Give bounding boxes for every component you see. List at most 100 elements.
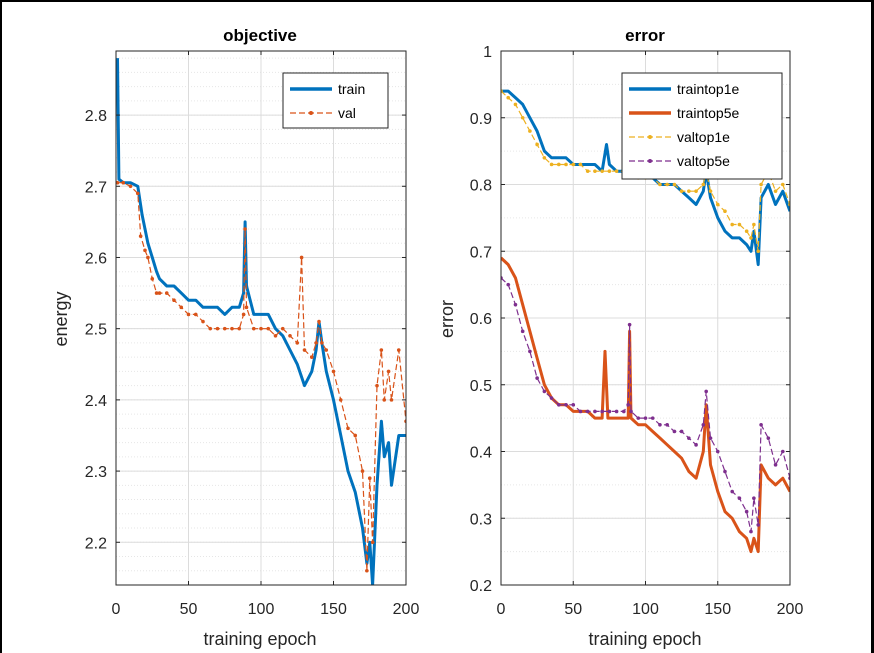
point-val xyxy=(164,291,169,295)
point-valtop5e xyxy=(513,302,518,307)
legend-label: val xyxy=(338,105,356,121)
point-val xyxy=(230,326,234,331)
point-valtop1e xyxy=(535,142,539,147)
point-valtop1e xyxy=(687,189,691,193)
point-valtop5e xyxy=(665,423,669,427)
point-val xyxy=(299,255,304,260)
point-valtop5e xyxy=(756,523,761,527)
point-val xyxy=(259,326,263,331)
point-val xyxy=(331,369,336,374)
series-line-valtop5e xyxy=(501,277,790,533)
point-val xyxy=(338,398,343,402)
point-valtop5e xyxy=(759,423,763,427)
point-val xyxy=(320,341,324,345)
point-valtop1e xyxy=(557,162,561,167)
point-val xyxy=(379,348,384,352)
point-valtop5e xyxy=(520,329,525,334)
point-valtop5e xyxy=(694,443,698,447)
point-valtop5e xyxy=(571,402,576,407)
point-val xyxy=(302,348,307,352)
point-val xyxy=(346,426,350,431)
point-val xyxy=(386,369,391,374)
point-val xyxy=(143,248,147,253)
point-val xyxy=(317,319,321,324)
point-val xyxy=(193,312,198,317)
point-valtop5e xyxy=(737,496,742,501)
point-valtop1e xyxy=(614,169,619,173)
point-val xyxy=(172,298,176,303)
point-val xyxy=(295,341,300,345)
legend-label: train xyxy=(338,81,365,97)
error-panel: error training epoch error 0.2 0.3 0.4 0.5 0… xyxy=(437,26,803,649)
point-valtop1e xyxy=(752,222,756,227)
point-valtop5e xyxy=(780,449,785,454)
point-valtop1e xyxy=(607,169,612,173)
grid xyxy=(115,51,407,586)
point-valtop5e xyxy=(535,376,539,380)
point-valtop5e xyxy=(715,449,720,454)
point-val xyxy=(138,234,143,238)
point-valtop5e xyxy=(766,436,771,440)
point-val xyxy=(365,568,369,573)
point-valtop5e xyxy=(585,409,590,414)
legend-label: traintop1e xyxy=(677,81,739,97)
error-ylabel: error xyxy=(437,300,457,338)
point-valtop5e xyxy=(622,409,626,414)
point-valtop1e xyxy=(773,189,778,193)
point-val xyxy=(222,326,227,331)
legend-box xyxy=(282,72,389,129)
point-valtop5e xyxy=(549,396,554,400)
y-tick-label: 1 xyxy=(483,44,492,61)
point-val xyxy=(179,305,184,310)
y-tick-label: 0.4 xyxy=(470,445,492,462)
point-valtop5e xyxy=(730,489,734,494)
point-val xyxy=(396,348,401,352)
point-val xyxy=(186,312,191,317)
point-valtop1e xyxy=(513,102,518,107)
point-val xyxy=(382,398,387,402)
point-val xyxy=(146,255,150,260)
point-valtop1e xyxy=(730,222,734,227)
point-valtop5e xyxy=(687,436,691,440)
point-val xyxy=(370,540,375,545)
point-valtop1e xyxy=(759,182,763,187)
point-val xyxy=(324,348,329,352)
x-tick-label: 200 xyxy=(777,601,804,618)
error-xlabel: training epoch xyxy=(588,629,701,649)
point-val xyxy=(215,326,220,331)
point-valtop1e xyxy=(694,189,698,193)
x-tick-label: 50 xyxy=(180,601,198,618)
point-valtop5e xyxy=(627,322,632,327)
point-valtop1e xyxy=(737,222,742,227)
point-valtop1e xyxy=(744,229,749,234)
y-tick-label: 0.9 xyxy=(470,111,492,128)
point-val xyxy=(266,326,271,331)
point-valtop1e xyxy=(520,115,525,120)
point-valtop5e xyxy=(528,349,532,354)
point-valtop5e xyxy=(643,416,648,420)
point-valtop1e xyxy=(679,189,684,193)
point-valtop5e xyxy=(626,402,630,407)
point-val xyxy=(288,334,292,338)
point-valtop1e xyxy=(672,182,677,187)
point-valtop5e xyxy=(752,496,756,501)
y-tick-label: 0.6 xyxy=(470,311,492,328)
point-valtop5e xyxy=(708,436,713,440)
error-title: error xyxy=(625,26,665,45)
y-tick-label: 2.6 xyxy=(85,250,107,267)
point-valtop5e xyxy=(614,409,619,414)
y-tick-label: 2.7 xyxy=(85,179,107,196)
point-valtop5e xyxy=(744,509,749,514)
point-valtop5e xyxy=(607,409,612,414)
point-val xyxy=(154,291,159,295)
point-valtop5e xyxy=(672,429,677,434)
y-tick-label: 2.4 xyxy=(85,393,107,410)
point-valtop5e xyxy=(723,469,727,474)
point-val xyxy=(273,334,278,338)
point-valtop1e xyxy=(723,209,727,213)
point-val xyxy=(237,326,242,331)
point-valtop1e xyxy=(658,182,662,187)
legend-marker xyxy=(309,111,313,115)
